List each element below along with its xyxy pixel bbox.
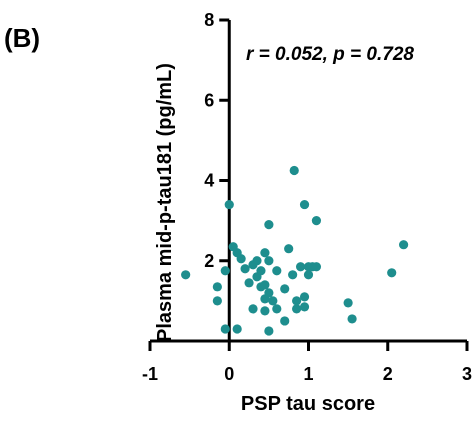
data-point	[252, 256, 262, 266]
data-point	[264, 288, 274, 298]
data-point	[387, 268, 397, 278]
data-point	[232, 324, 242, 334]
data-point	[260, 248, 270, 258]
data-point	[264, 326, 274, 336]
data-point	[256, 266, 266, 276]
data-point	[311, 262, 322, 272]
data-point	[212, 282, 222, 292]
x-tick-label: 2	[383, 364, 393, 384]
y-tick-label: 8	[204, 10, 214, 30]
data-point	[181, 270, 191, 280]
data-point	[264, 256, 274, 266]
y-tick-label: 2	[204, 251, 214, 271]
data-point	[284, 244, 294, 254]
x-tick-label: -1	[142, 364, 158, 384]
x-tick-label: 1	[303, 364, 313, 384]
data-points	[181, 165, 409, 336]
data-point	[260, 306, 270, 316]
data-point	[260, 280, 270, 290]
y-axis-title: Plasma mid-p-tau181 (pg/mL)	[154, 63, 176, 342]
data-point	[399, 240, 409, 250]
data-point	[292, 304, 302, 314]
data-point	[289, 165, 299, 176]
y-tick-label: 6	[204, 90, 214, 110]
x-tick-label: 0	[224, 364, 234, 384]
data-point	[311, 216, 322, 226]
data-point	[343, 298, 353, 308]
data-point	[272, 266, 282, 276]
data-point	[347, 314, 357, 324]
data-point	[220, 266, 230, 276]
data-point	[264, 220, 274, 230]
data-point	[288, 270, 298, 280]
data-point	[212, 296, 222, 306]
data-point	[280, 316, 290, 326]
data-point	[299, 199, 310, 210]
data-point	[236, 254, 246, 264]
panel-label: (B)	[4, 23, 40, 53]
data-point	[280, 284, 290, 294]
x-tick-label: 3	[462, 364, 472, 384]
y-tick-label: 4	[204, 171, 214, 191]
stats-annotation: r = 0.052, p = 0.728	[246, 44, 414, 65]
data-point	[272, 304, 282, 314]
data-point	[248, 304, 258, 314]
data-point	[240, 264, 250, 274]
data-point	[295, 262, 306, 272]
data-point	[220, 324, 230, 334]
data-point	[268, 296, 278, 306]
x-axis-title: PSP tau score	[241, 393, 375, 415]
x-axis: -1 0 1 2 3	[142, 339, 472, 384]
data-point	[292, 296, 302, 306]
data-point	[299, 292, 310, 302]
data-point	[299, 302, 310, 312]
data-point	[244, 278, 254, 288]
data-point	[224, 199, 234, 210]
data-point	[303, 270, 314, 280]
y-axis: 2 4 6 8	[204, 10, 231, 341]
